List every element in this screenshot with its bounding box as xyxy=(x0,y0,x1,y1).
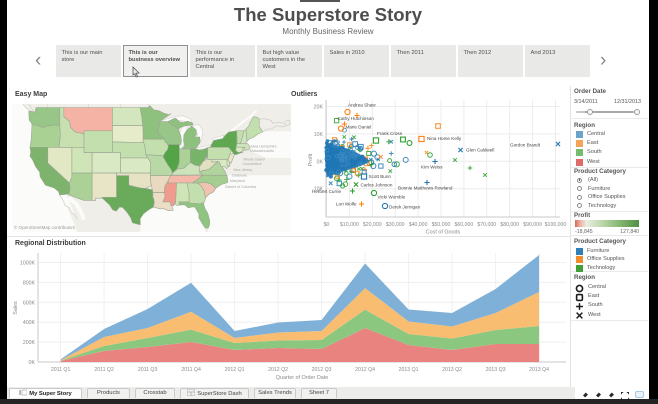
svg-text:Cost of Goods: Cost of Goods xyxy=(426,230,461,236)
svg-text:2011 Q1: 2011 Q1 xyxy=(51,367,71,373)
svg-text:200K: 200K xyxy=(23,340,36,346)
svg-text:Sales: Sales xyxy=(13,301,19,315)
svg-text:District of Columbia: District of Columbia xyxy=(225,185,256,189)
svg-text:Massachusetts: Massachusetts xyxy=(250,149,274,153)
svg-text:$90,000: $90,000 xyxy=(523,222,542,228)
svg-text:0K: 0K xyxy=(29,360,36,366)
svg-text:$60,000: $60,000 xyxy=(455,222,474,228)
svg-text:$10,000: $10,000 xyxy=(340,222,359,228)
svg-text:Rhode Island: Rhode Island xyxy=(244,158,265,162)
svg-text:Scott Bunn: Scott Bunn xyxy=(369,174,392,179)
svg-text:Vicki Womble: Vicki Womble xyxy=(378,195,406,200)
svg-text:Connecticut: Connecticut xyxy=(243,162,262,166)
svg-text:1000K: 1000K xyxy=(20,261,36,267)
svg-text:Bonnie Matthews Rowland: Bonnie Matthews Rowland xyxy=(398,186,453,191)
svg-text:$100,000: $100,000 xyxy=(545,222,567,228)
svg-text:Gordon Brandt: Gordon Brandt xyxy=(510,143,541,148)
svg-text:400K: 400K xyxy=(23,320,36,326)
svg-text:2011 Q2: 2011 Q2 xyxy=(94,367,114,373)
svg-text:20K: 20K xyxy=(314,105,324,111)
svg-text:Maryland: Maryland xyxy=(230,179,245,183)
svg-text:Andrea Shaw: Andrea Shaw xyxy=(348,103,376,108)
svg-text:2012 Q1: 2012 Q1 xyxy=(225,367,245,373)
svg-text:2011 Q4: 2011 Q4 xyxy=(181,367,201,373)
svg-text:New Hampshire: New Hampshire xyxy=(251,145,277,149)
svg-text:Delaware: Delaware xyxy=(232,174,247,178)
svg-text:Profit: Profit xyxy=(308,153,314,166)
svg-text:Marie Daniel: Marie Daniel xyxy=(346,125,372,130)
svg-text:Glen Caldwell: Glen Caldwell xyxy=(466,148,494,153)
svg-text:-10K: -10K xyxy=(312,187,323,193)
svg-text:$50,000: $50,000 xyxy=(432,222,451,228)
svg-text:Nina Home Kelly: Nina Home Kelly xyxy=(427,136,462,141)
svg-text:10K: 10K xyxy=(314,132,324,138)
svg-text:2013 Q3: 2013 Q3 xyxy=(486,367,506,373)
svg-text:2013 Q4: 2013 Q4 xyxy=(529,367,549,373)
svg-text:600K: 600K xyxy=(23,300,36,306)
svg-text:New Jersey: New Jersey xyxy=(234,168,253,172)
svg-text:2011 Q3: 2011 Q3 xyxy=(138,367,158,373)
svg-text:$20,000: $20,000 xyxy=(363,222,382,228)
svg-text:2013 Q2: 2013 Q2 xyxy=(442,367,462,373)
svg-text:Carlos Johnson: Carlos Johnson xyxy=(361,183,393,188)
svg-text:Derek Jernigan: Derek Jernigan xyxy=(389,205,421,210)
svg-text:Herbert Currie: Herbert Currie xyxy=(312,189,342,194)
svg-text:2012 Q3: 2012 Q3 xyxy=(312,367,332,373)
svg-text:2012 Q2: 2012 Q2 xyxy=(268,367,288,373)
svg-text:Kim Weiss: Kim Weiss xyxy=(421,165,443,170)
svg-text:Lori Wolfe: Lori Wolfe xyxy=(336,202,357,207)
svg-text:0K: 0K xyxy=(317,159,324,165)
svg-text:2012 Q4: 2012 Q4 xyxy=(355,367,375,373)
svg-text:$0: $0 xyxy=(324,222,330,228)
svg-text:Frank Cross: Frank Cross xyxy=(377,131,403,136)
svg-text:Cathy Hutchinson: Cathy Hutchinson xyxy=(338,116,375,121)
svg-text:$70,000: $70,000 xyxy=(477,222,496,228)
svg-text:Quarter of Order Date: Quarter of Order Date xyxy=(276,375,328,381)
svg-text:$80,000: $80,000 xyxy=(500,222,519,228)
svg-text:$30,000: $30,000 xyxy=(386,222,405,228)
svg-text:2013 Q1: 2013 Q1 xyxy=(399,367,419,373)
svg-text:800K: 800K xyxy=(23,280,36,286)
svg-text:$40,000: $40,000 xyxy=(409,222,428,228)
